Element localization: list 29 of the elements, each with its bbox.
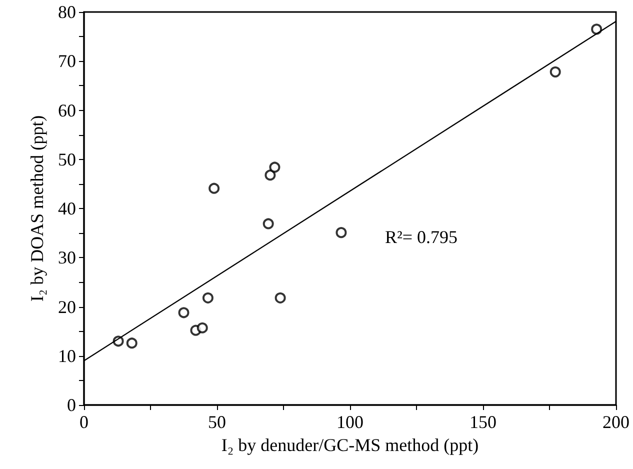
y-tick-label: 70 xyxy=(58,51,76,72)
point xyxy=(202,292,214,304)
point xyxy=(208,182,220,194)
y-tick-label: 20 xyxy=(58,296,76,317)
annotation: R²= 0.795 xyxy=(385,227,458,247)
y-tick-label: 80 xyxy=(58,2,76,22)
point xyxy=(269,162,280,173)
x-axis-title: I₂ by denuder/GC-MS method (ppt) xyxy=(221,434,479,455)
point xyxy=(591,24,602,35)
x-tick-label: 100 xyxy=(336,412,364,432)
point xyxy=(178,307,190,318)
y-tick-label: 10 xyxy=(58,346,76,366)
y-tick-label: 0 xyxy=(67,395,76,415)
point xyxy=(550,66,561,78)
x-tick-label: 150 xyxy=(470,412,496,432)
y-axis-title: I₂ by DOAS method (ppt) xyxy=(27,115,47,302)
y-tick-label: 60 xyxy=(58,100,76,120)
y-tick-label: 50 xyxy=(58,149,76,170)
y-tick-label: 40 xyxy=(58,198,76,218)
x-tick-label: 200 xyxy=(602,412,630,432)
x-tick-label: 50 xyxy=(208,412,226,432)
point xyxy=(336,227,347,238)
point xyxy=(264,170,276,181)
point xyxy=(262,218,274,230)
x-tick-label: 0 xyxy=(80,412,88,432)
point xyxy=(126,338,138,349)
point xyxy=(274,292,286,304)
y-tick-label: 30 xyxy=(58,248,76,268)
point xyxy=(196,322,208,334)
